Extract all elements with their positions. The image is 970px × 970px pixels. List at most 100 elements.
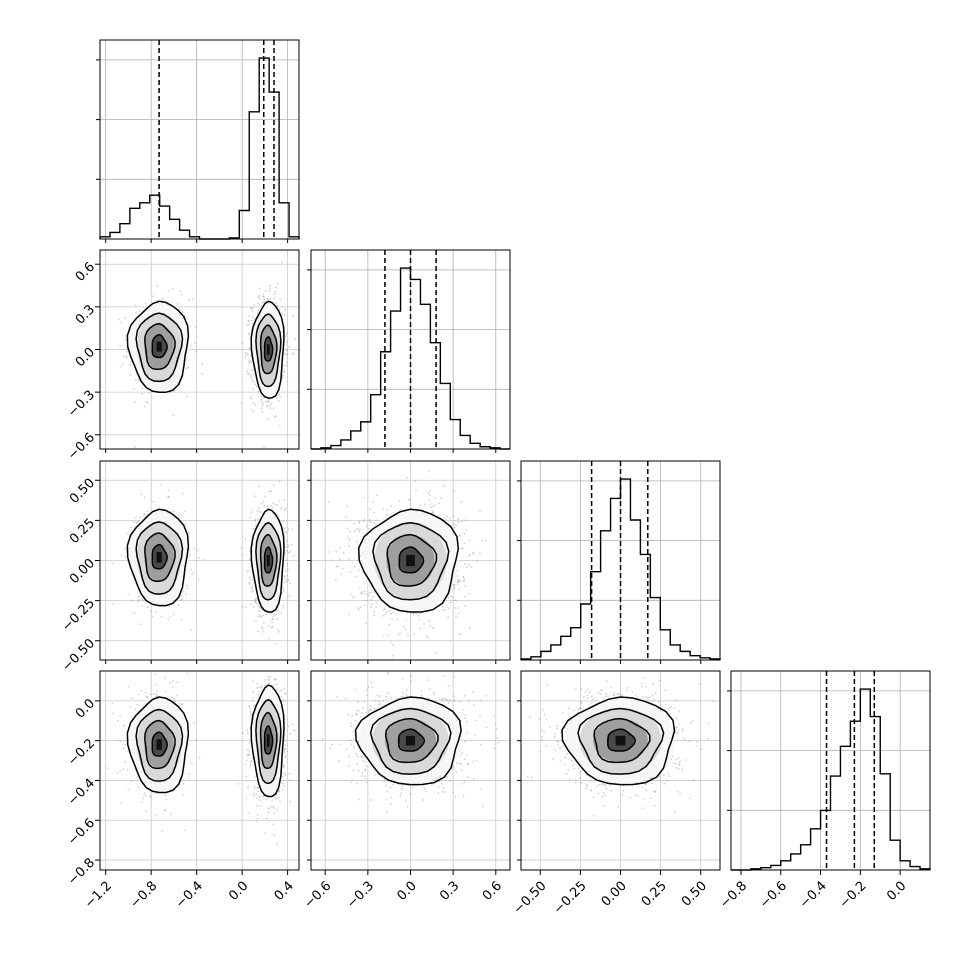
scatter-point bbox=[282, 766, 285, 769]
scatter-point bbox=[282, 776, 284, 778]
scatter-point bbox=[254, 620, 257, 622]
scatter-point bbox=[271, 806, 274, 808]
scatter-point bbox=[258, 294, 261, 297]
scatter-point bbox=[140, 493, 143, 496]
scatter-point bbox=[125, 334, 127, 337]
scatter-point bbox=[256, 797, 259, 799]
scatter-point bbox=[268, 490, 271, 493]
scatter-point bbox=[155, 683, 158, 686]
scatter-point bbox=[253, 303, 256, 306]
scatter-point bbox=[260, 686, 262, 688]
scatter-point bbox=[287, 528, 290, 531]
scatter-point bbox=[468, 626, 471, 629]
scatter-point bbox=[262, 621, 265, 624]
scatter-point bbox=[145, 695, 148, 698]
scatter-point bbox=[363, 539, 366, 542]
scatter-point bbox=[369, 606, 372, 609]
scatter-point bbox=[134, 304, 137, 307]
scatter-point bbox=[154, 673, 157, 676]
scatter-point bbox=[350, 593, 353, 596]
scatter-point bbox=[250, 715, 253, 717]
scatter-point bbox=[257, 615, 260, 618]
scatter-point bbox=[264, 679, 267, 681]
scatter-point bbox=[133, 388, 135, 391]
scatter-point bbox=[146, 510, 149, 513]
scatter-point bbox=[276, 397, 279, 400]
scatter-point bbox=[273, 293, 276, 295]
scatter-point bbox=[251, 322, 254, 325]
scatter-point bbox=[191, 574, 194, 576]
scatter-point bbox=[281, 788, 284, 791]
scatter-point bbox=[129, 374, 131, 376]
scatter-point bbox=[282, 772, 285, 774]
scatter-point bbox=[368, 518, 371, 521]
scatter-point bbox=[456, 583, 459, 586]
scatter-point bbox=[415, 489, 417, 492]
scatter-point bbox=[284, 744, 287, 747]
scatter-point bbox=[195, 350, 198, 353]
scatter-point bbox=[250, 509, 253, 512]
scatter-point bbox=[269, 287, 272, 290]
scatter-point bbox=[284, 581, 286, 584]
scatter-point bbox=[278, 481, 281, 483]
scatter-point bbox=[126, 768, 129, 771]
histogram-panel-0 bbox=[96, 39, 300, 240]
scatter-point bbox=[247, 353, 249, 355]
scatter-point bbox=[248, 753, 250, 756]
scatter-point bbox=[391, 618, 393, 621]
scatter-point bbox=[111, 702, 114, 704]
scatter-point bbox=[286, 349, 288, 352]
scatter-point bbox=[136, 703, 139, 706]
scatter-point bbox=[349, 571, 352, 574]
scatter-point bbox=[117, 719, 119, 722]
scatter-point bbox=[260, 398, 263, 401]
scatter-point bbox=[257, 605, 260, 607]
scatter-point bbox=[244, 538, 247, 540]
scatter-point bbox=[267, 401, 270, 404]
scatter-point bbox=[141, 387, 144, 390]
scatter-point bbox=[137, 786, 140, 788]
scatter-point bbox=[152, 295, 154, 298]
scatter-point bbox=[252, 527, 255, 530]
scatter-point bbox=[465, 528, 468, 531]
scatter-point bbox=[125, 355, 128, 358]
scatter-point bbox=[274, 643, 277, 646]
scatter-point bbox=[285, 361, 288, 364]
scatter-point bbox=[130, 526, 133, 529]
scatter-point bbox=[119, 769, 122, 772]
scatter-point bbox=[463, 532, 466, 535]
scatter-point bbox=[279, 800, 281, 802]
scatter-point bbox=[399, 632, 401, 635]
scatter-point bbox=[141, 604, 144, 607]
scatter-point bbox=[123, 761, 126, 763]
scatter-point bbox=[253, 776, 256, 778]
scatter-point bbox=[263, 446, 265, 449]
scatter-point bbox=[384, 613, 387, 616]
scatter-point bbox=[413, 633, 415, 635]
scatter-point bbox=[272, 502, 275, 504]
scatter-point bbox=[249, 707, 251, 710]
scatter-point bbox=[164, 808, 167, 811]
scatter-point bbox=[159, 483, 162, 486]
contour-line bbox=[126, 300, 190, 394]
scatter-point bbox=[176, 303, 179, 305]
scatter-point bbox=[287, 543, 289, 546]
scatter-point bbox=[370, 521, 373, 524]
scatter-point bbox=[134, 517, 137, 519]
scatter-point bbox=[463, 542, 466, 545]
scatter-point bbox=[172, 414, 175, 417]
scatter-point bbox=[398, 499, 401, 502]
scatter-point bbox=[257, 630, 260, 632]
scatter-point bbox=[283, 575, 286, 577]
scatter-point bbox=[460, 520, 463, 523]
scatter-point bbox=[432, 626, 434, 629]
scatter-point bbox=[180, 618, 183, 621]
scatter-point bbox=[124, 317, 127, 320]
scatter-point bbox=[443, 485, 446, 488]
scatter-point bbox=[128, 364, 131, 366]
scatter-point bbox=[289, 550, 291, 553]
scatter-point bbox=[271, 621, 273, 624]
scatter-point bbox=[116, 772, 119, 774]
scatter-point bbox=[193, 722, 196, 724]
scatter-point bbox=[279, 298, 282, 300]
